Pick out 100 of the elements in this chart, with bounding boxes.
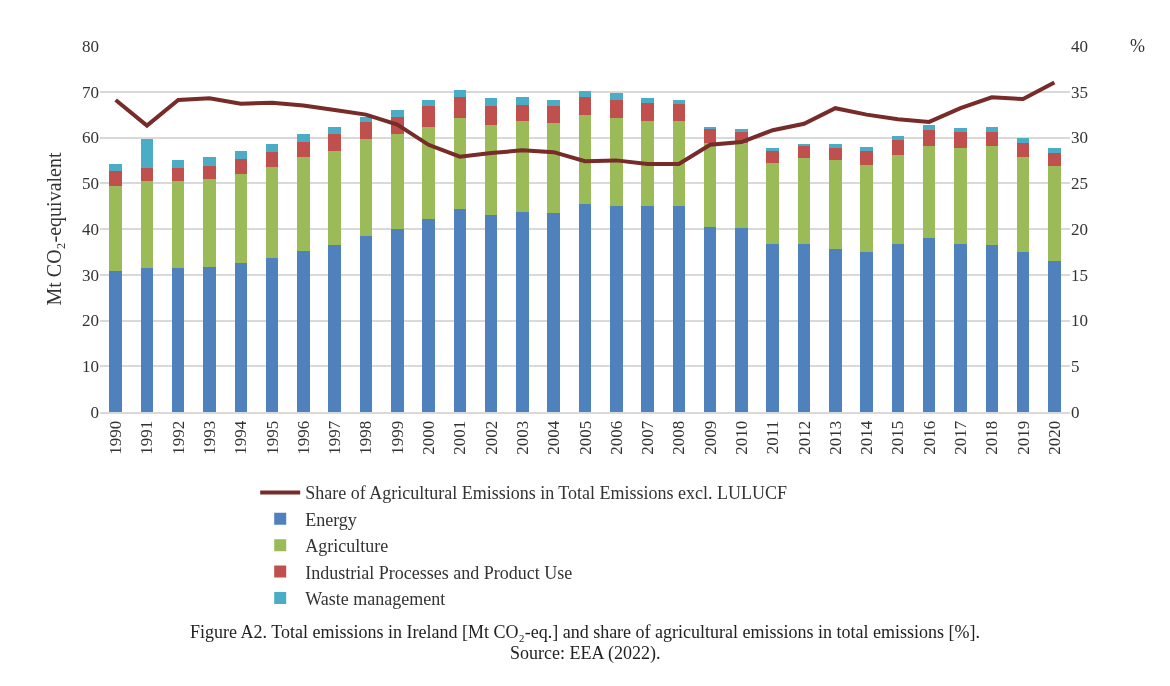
- bar: [171, 267, 185, 412]
- bar: [860, 147, 873, 152]
- bar: [422, 126, 435, 219]
- y-tick-label: 80: [82, 36, 99, 56]
- bar: [829, 249, 842, 412]
- bar: [547, 106, 560, 123]
- bar: [1016, 157, 1030, 252]
- x-tick-label: 2019: [1013, 420, 1033, 455]
- bar: [359, 121, 373, 139]
- bar: [954, 132, 967, 149]
- bar: [860, 164, 873, 252]
- bar: [985, 126, 999, 132]
- bar: [578, 203, 592, 412]
- bar: [265, 152, 279, 167]
- bar: [484, 214, 498, 412]
- bar: [265, 143, 279, 153]
- bar: [672, 100, 686, 104]
- bar: [860, 151, 873, 165]
- bar: [422, 99, 435, 106]
- x-tick-label: 2014: [857, 420, 877, 455]
- bar: [954, 127, 967, 133]
- bar: [359, 117, 373, 122]
- y-tick-label: 40: [82, 219, 99, 239]
- bar: [703, 142, 717, 227]
- bar: [547, 122, 560, 213]
- bar: [1016, 138, 1030, 143]
- y2-tick-label: 15: [1071, 265, 1088, 285]
- bar: [234, 262, 248, 412]
- bar: [453, 118, 467, 209]
- x-tick-label: 2006: [606, 420, 626, 455]
- bar: [171, 167, 185, 182]
- bar: [109, 164, 122, 171]
- legend-label: Agriculture: [305, 536, 389, 557]
- x-tick-label: 1995: [262, 420, 282, 455]
- y-tick-label: 70: [82, 82, 99, 102]
- bar: [297, 250, 310, 412]
- bar: [610, 205, 623, 412]
- y2-axis-title: %: [1130, 36, 1145, 56]
- y2-tick-label: 0: [1071, 402, 1080, 422]
- bar: [453, 208, 467, 412]
- bar: [234, 150, 248, 159]
- bar: [203, 165, 216, 180]
- x-tick-label: 2001: [450, 420, 470, 455]
- x-tick-label: 1993: [200, 420, 220, 455]
- bar: [766, 244, 779, 412]
- bar: [578, 90, 592, 97]
- x-tick-label: 2000: [419, 420, 439, 455]
- bar: [516, 120, 529, 212]
- bar: [359, 235, 373, 412]
- bar: [453, 89, 467, 98]
- bar: [578, 115, 592, 204]
- y2-tick-label: 40: [1071, 36, 1088, 56]
- bar: [641, 102, 654, 121]
- bar: [922, 129, 936, 147]
- bar: [359, 138, 373, 236]
- bar: [1048, 261, 1061, 412]
- bar: [610, 99, 623, 118]
- bar: [672, 121, 686, 206]
- bar: [516, 96, 529, 105]
- x-tick-label: 1997: [325, 420, 345, 455]
- bar: [922, 237, 936, 412]
- bar: [641, 120, 654, 207]
- y2-tick-label: 30: [1071, 128, 1088, 148]
- bar: [265, 258, 279, 412]
- bar: [297, 141, 310, 158]
- bar: [484, 106, 498, 126]
- bar: [766, 148, 779, 152]
- bar: [766, 163, 779, 245]
- bar: [860, 251, 873, 412]
- bar: [516, 104, 529, 121]
- bar: [672, 205, 686, 412]
- bar: [140, 181, 154, 268]
- bar: [391, 229, 404, 412]
- bar: [766, 151, 779, 164]
- bar: [547, 212, 560, 412]
- bar: [641, 98, 654, 103]
- legend-label: Industrial Processes and Product Use: [305, 562, 573, 583]
- bar: [985, 244, 999, 412]
- bar: [578, 96, 592, 116]
- bar: [922, 125, 936, 130]
- bar: [422, 218, 435, 412]
- y-tick-label: 50: [82, 174, 99, 194]
- bar: [109, 185, 122, 272]
- bar: [422, 105, 435, 127]
- x-tick-label: 1996: [293, 420, 313, 455]
- bar: [610, 93, 623, 100]
- x-tick-label: 2009: [700, 420, 720, 455]
- bar: [954, 244, 967, 412]
- bar: [140, 267, 154, 412]
- bar: [391, 133, 404, 230]
- bar: [829, 159, 842, 250]
- x-tick-label: 2005: [575, 420, 595, 455]
- legend-label: Energy: [305, 509, 357, 530]
- x-tick-label: 2013: [825, 420, 845, 455]
- bar: [391, 109, 404, 117]
- bar: [171, 159, 185, 168]
- bar: [1048, 148, 1061, 153]
- x-tick-label: 2018: [982, 420, 1002, 455]
- x-tick-label: 1994: [231, 420, 251, 455]
- bar: [203, 266, 216, 412]
